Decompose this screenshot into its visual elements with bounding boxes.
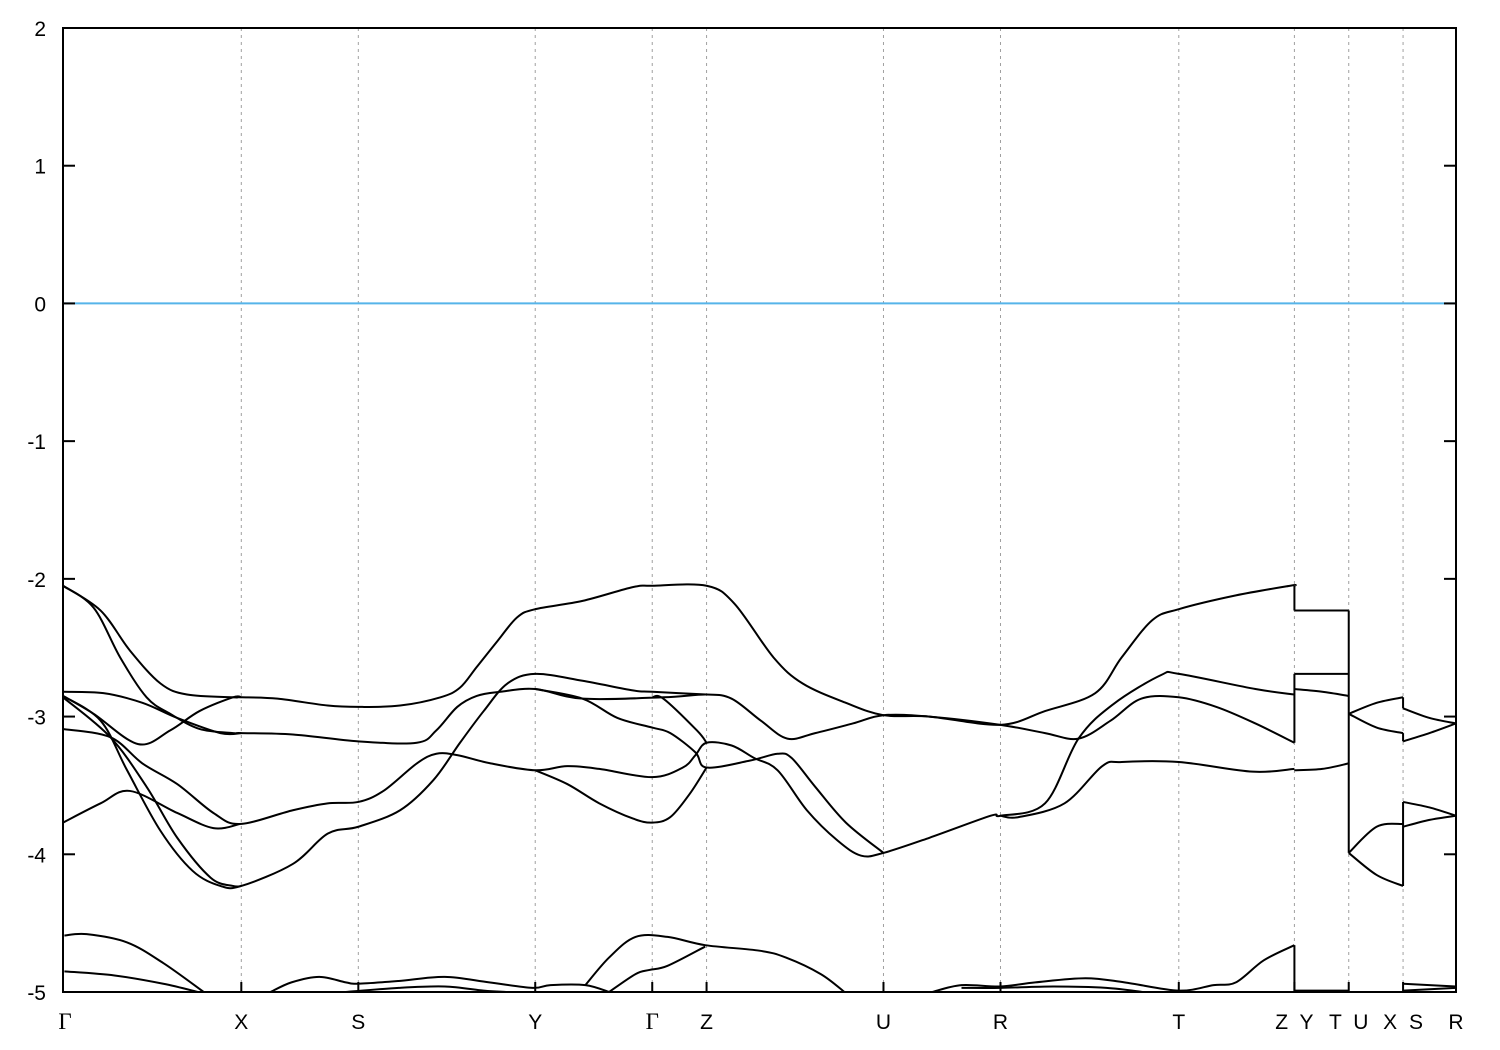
band-line-21 [1402,722,1456,743]
band-line-1 [63,584,1295,745]
band-line-33 [1403,982,1456,988]
band-line-0 [63,583,1297,726]
band-line-26 [270,975,610,992]
x-tick-label: S [351,1011,365,1034]
plot-frame [62,27,1457,993]
x-tick-label: X [234,1011,248,1034]
y-tick-label: -4 [27,844,46,867]
x-tick-label: U [876,1011,891,1034]
band-line-11 [1000,760,1295,819]
y-tick-label: 2 [34,18,46,41]
x-tick-label: R [1448,1011,1463,1034]
x-tick-label: Z [700,1011,713,1034]
x-tick-label: Z Y [1275,1011,1313,1034]
band-line-6 [63,670,1295,858]
band-line-24 [64,932,205,992]
band-line-5 [63,696,242,888]
band-line-17 [1348,712,1404,735]
band-line-8 [535,688,885,854]
y-tick-label: -3 [27,707,46,730]
band-line-19 [1348,852,1404,887]
band-line-29 [608,945,706,992]
x-tick-label: Γ [58,1009,71,1034]
x-tick-label: R [993,1011,1008,1034]
y-tick-label: -1 [27,431,46,454]
band-line-18 [1348,822,1404,854]
y-tick-label: 1 [34,156,46,179]
x-tick-label: Γ [646,1009,659,1034]
bands-group [63,583,1456,992]
band-line-4 [63,672,707,890]
band-line-9 [534,766,708,824]
x-tick-label: T U [1329,1011,1368,1034]
band-line-25 [64,970,199,992]
x-tick-label: Y [528,1011,542,1034]
band-line-31 [961,985,1143,992]
band-line-15 [1294,762,1349,772]
band-line-30 [931,944,1295,992]
band-line-7 [63,789,241,830]
x-tick-label: X S [1383,1011,1423,1034]
plot-border [62,27,1457,993]
y-tick-label: -2 [27,569,46,592]
y-tick-label: -5 [27,982,46,1005]
y-tick-label: 0 [34,293,46,316]
y-axis: 2 1 0 -1 -2 -3 -4 -5 [27,18,1456,1005]
x-tick-label: T [1172,1011,1185,1034]
band-line-2 [63,690,242,736]
band-line-34 [1403,986,1456,992]
band-line-22 [1402,800,1456,817]
band-line-20 [1402,707,1456,725]
symmetry-gridlines [240,28,1404,992]
band-line-16 [1348,696,1404,715]
band-line-23 [1402,814,1456,828]
band-line-14 [1294,688,1349,697]
band-line-28 [584,934,846,992]
band-line-10 [652,694,708,744]
